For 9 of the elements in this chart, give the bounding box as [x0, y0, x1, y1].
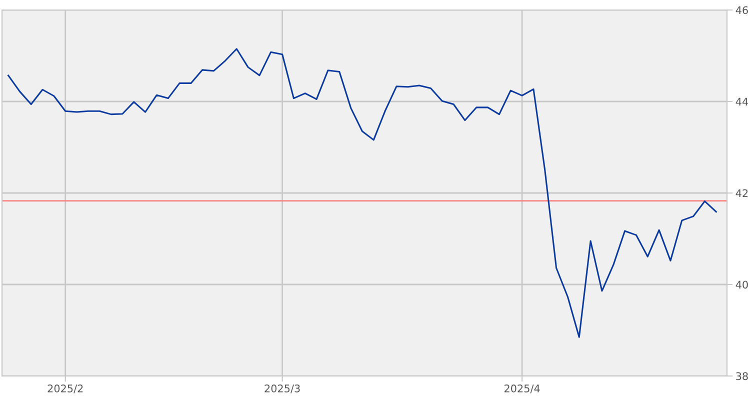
y-tick-label: 38 [736, 372, 748, 380]
y-tick-label: 46 [736, 6, 748, 14]
line-series [8, 48, 717, 338]
x-tick-label: 2025/4 [504, 384, 540, 394]
y-tick-label: 40 [736, 280, 748, 289]
y-tick-label: 42 [736, 189, 748, 197]
x-tick-label: 2025/2 [48, 384, 83, 394]
x-tick-label: 2025/3 [264, 384, 300, 394]
y-tick-label: 44 [736, 98, 748, 106]
